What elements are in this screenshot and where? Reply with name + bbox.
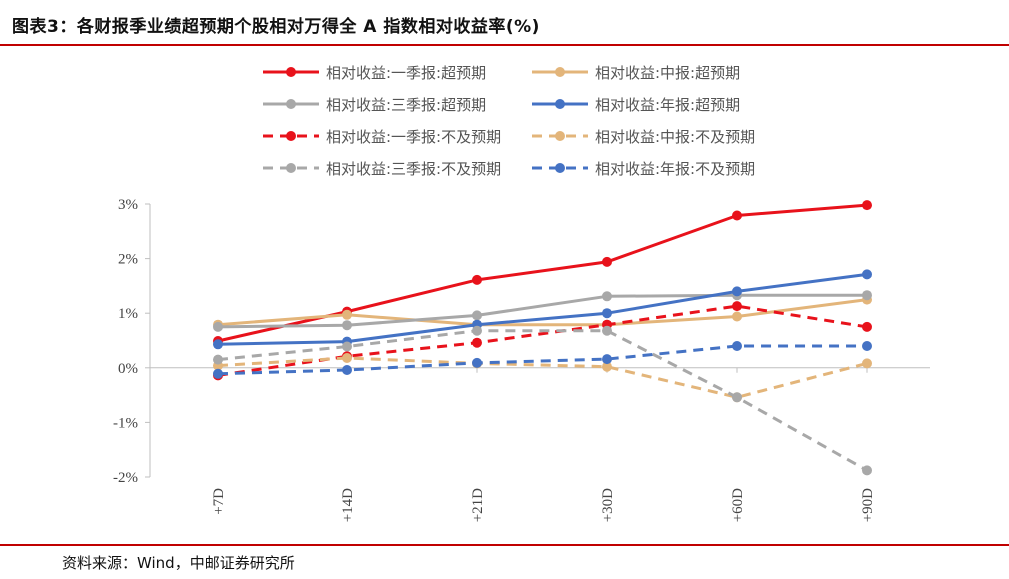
series-line (217, 329, 868, 472)
data-point (602, 325, 612, 336)
series-line (217, 298, 868, 327)
y-tick-label: 1% (118, 306, 138, 322)
data-point (602, 256, 612, 267)
data-point (732, 210, 742, 221)
legend-swatch-marker (286, 131, 296, 141)
legend-swatch-marker (555, 67, 565, 77)
chart-title: 图表3：各财报季业绩超预期个股相对万得全 A 指数相对收益率(%) (12, 17, 540, 37)
legend-label: 相对收益:三季报:不及预期 (326, 159, 502, 178)
series-line (217, 272, 868, 346)
data-point (602, 291, 612, 302)
legend-swatch (532, 99, 588, 109)
data-point (862, 465, 872, 476)
legend-item: 相对收益:三季报:不及预期 (262, 157, 501, 179)
legend-label: 相对收益:一季报:超预期 (326, 63, 487, 82)
data-point (342, 365, 352, 375)
legend-item: 相对收益:中报:超预期 (531, 61, 740, 83)
data-point (472, 274, 482, 285)
legend-label: 相对收益:一季报:不及预期 (326, 127, 502, 146)
data-point (213, 368, 223, 379)
data-point (342, 341, 352, 352)
data-point (213, 354, 223, 365)
x-tick-label: +7D (211, 488, 227, 515)
series-4 (213, 269, 872, 350)
y-tick-label: 2% (118, 252, 138, 268)
legend-swatch (532, 131, 588, 141)
data-point (472, 310, 482, 321)
data-point (472, 357, 482, 368)
data-point (342, 353, 352, 363)
data-point (472, 325, 482, 336)
legend-label: 相对收益:年报:超预期 (595, 95, 741, 114)
series-7 (213, 325, 872, 476)
line-chart: 3% 2% 1% 0% -1% -2% +7D +14D +21D +30D +60D +90D (113, 197, 930, 522)
legend-swatch (263, 67, 319, 77)
legend-item: 相对收益:年报:不及预期 (531, 157, 755, 179)
x-tick-label: +14D (340, 488, 356, 522)
x-tick-label: +30D (600, 488, 616, 522)
legend-label: 相对收益:中报:超预期 (595, 63, 741, 82)
data-point (602, 361, 612, 372)
legend-swatch-marker (555, 99, 565, 109)
source-note: 资料来源：Wind，中邮证券研究所 (62, 554, 295, 572)
data-point (342, 320, 352, 331)
data-point (732, 311, 742, 322)
title-divider (0, 44, 1009, 46)
legend-swatch-marker (555, 163, 565, 173)
data-point (602, 308, 612, 319)
y-tick-label: -2% (113, 470, 138, 486)
data-point (862, 321, 872, 332)
series-line (217, 293, 867, 329)
data-point (862, 200, 872, 211)
data-point (732, 286, 742, 297)
y-tick-label: 3% (118, 197, 138, 213)
data-point (213, 321, 223, 332)
header: 图表3：各财报季业绩超预期个股相对万得全 A 指数相对收益率(%) (0, 0, 1009, 44)
footer-divider (0, 544, 1009, 546)
legend-swatch-marker (555, 131, 565, 141)
legend-swatch-marker (286, 163, 296, 173)
series-line (217, 356, 868, 399)
data-point (732, 341, 742, 351)
y-tick-label: 0% (118, 361, 138, 377)
legend-item: 相对收益:一季报:不及预期 (262, 125, 501, 147)
legend-swatch (532, 67, 588, 77)
data-point (732, 392, 742, 403)
series-3 (213, 290, 872, 332)
x-tick-label: +60D (730, 488, 746, 522)
series-line (217, 203, 868, 343)
y-tick-label: -1% (113, 415, 138, 431)
legend-label: 相对收益:年报:不及预期 (595, 159, 756, 178)
data-point (602, 354, 612, 365)
data-point (472, 337, 482, 348)
data-point (862, 290, 872, 301)
data-point (732, 301, 742, 312)
legend-item: 相对收益:一季报:超预期 (262, 61, 486, 83)
legend-item: 相对收益:年报:超预期 (531, 93, 740, 115)
data-point (862, 341, 872, 351)
x-tick-label: +90D (860, 488, 876, 522)
data-point (342, 309, 352, 320)
legend-item: 相对收益:中报:不及预期 (531, 125, 755, 147)
data-point (213, 339, 223, 350)
data-point (862, 358, 872, 369)
legend-swatch (263, 99, 319, 109)
legend-swatch (532, 163, 588, 173)
legend-swatch-marker (286, 67, 296, 77)
legend-label: 相对收益:中报:不及预期 (595, 127, 756, 146)
series-line (217, 344, 867, 376)
legend-swatch (263, 131, 319, 141)
legend-label: 相对收益:三季报:超预期 (326, 95, 487, 114)
legend-swatch (263, 163, 319, 173)
series-8 (213, 341, 872, 379)
legend-item: 相对收益:三季报:超预期 (262, 93, 486, 115)
x-tick-label: +21D (470, 488, 486, 522)
data-point (862, 269, 872, 280)
legend-swatch-marker (286, 99, 296, 109)
